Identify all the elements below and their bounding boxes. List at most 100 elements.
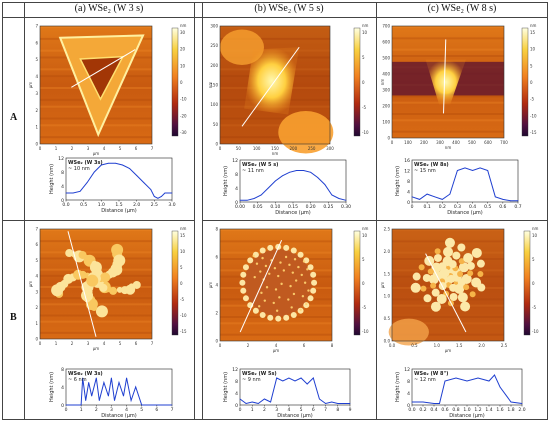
color-scale-unit: nm: [362, 226, 369, 231]
image-x-tick: 0: [39, 341, 42, 346]
profile-point: [499, 386, 501, 388]
profile-point: [455, 377, 457, 379]
profile-point: [103, 382, 105, 383]
profile-thickness-label: ~ 11 nm: [242, 168, 264, 174]
profile-y-tick: 4: [235, 186, 238, 192]
column-title-b: (b) WSe₂ (W 5 s): [254, 3, 324, 14]
profile-point: [85, 400, 87, 401]
image-x-tick: 150: [271, 146, 279, 151]
profile-y-label: Height (nm): [49, 164, 55, 194]
panel-b-A: 0 0 50 50 100 100 150 150 200 200 250 250 300 300 nm nm…: [204, 20, 374, 218]
profile-x-tick: 4: [287, 407, 290, 413]
color-scale-unit: nm: [530, 23, 537, 28]
image-x-tick: 200: [290, 146, 298, 151]
image-x-tick: 6: [303, 343, 306, 348]
image-y-tick: 0.5: [384, 316, 391, 321]
profile-x-tick: 3.0: [168, 202, 175, 208]
profile-point: [245, 403, 247, 404]
color-scale-tick: -10: [362, 329, 369, 334]
profile-x-tick: 0.0: [62, 202, 69, 208]
profile-point: [73, 404, 74, 406]
profile-x-tick: 0: [411, 204, 414, 210]
profile-point: [65, 192, 67, 194]
profile-point: [267, 187, 269, 189]
image-y-tick: 1.5: [384, 271, 391, 276]
profile-point: [123, 395, 124, 397]
color-scale-bar: [353, 230, 361, 336]
profile-point: [411, 401, 413, 403]
profile-x-tick: 4: [125, 407, 128, 413]
image-x-tick: 300: [436, 140, 444, 145]
color-scale-unit: nm: [532, 226, 539, 231]
profile-x-tick: 0.5: [484, 204, 491, 210]
profile-point: [93, 171, 95, 173]
image-y-tick: 4: [35, 274, 38, 279]
profile-y-tick: 12: [58, 156, 64, 162]
color-scale-unit: nm: [362, 23, 369, 28]
profile-point: [411, 196, 413, 198]
color-scale-tick: 5: [362, 257, 365, 262]
color-scale-tick: 5: [362, 55, 365, 60]
profile-point: [312, 377, 314, 379]
color-scale-tick: -10: [180, 313, 187, 318]
profile-point: [282, 175, 283, 177]
panel-c-B: 0.0 0.0 0.5 0.5 1.0 1.0 1.5 1.5 2.0 2.0 2.5 2.5 µm µm…: [378, 223, 546, 419]
afm-image: [391, 25, 505, 139]
profile-thickness-label: ~ 10 nm: [68, 166, 90, 172]
image-axis-unit: µm: [445, 348, 452, 353]
profile-point: [343, 403, 345, 404]
profile-point: [303, 170, 304, 171]
profile-point: [157, 197, 159, 199]
panel-figure: 0.00.00.50.51.01.01.51.52.02.02.52.5µmµm…: [380, 226, 539, 419]
profile-point: [100, 164, 102, 166]
profile-x-tick: 0.25: [323, 204, 333, 210]
profile-sample-label: WSe₂ (W 5s): [242, 371, 277, 377]
afm-image: [388, 228, 505, 346]
color-scale-tick: -15: [180, 329, 187, 334]
profile-x-tick: 1: [80, 407, 83, 413]
profile-point: [257, 403, 259, 404]
image-y-tick: 150: [210, 83, 218, 88]
profile-point: [150, 189, 152, 190]
profile-y-label: Height (nm): [223, 372, 229, 402]
image-y-tick: 3: [35, 289, 38, 294]
profile-point: [479, 167, 481, 169]
figure-frame: [2, 2, 548, 420]
divider-col-ab: [194, 2, 195, 420]
profile-point: [517, 200, 519, 202]
profile-x-tick: 8: [336, 407, 339, 413]
profile-series-line: [66, 377, 172, 406]
image-x-tick: 50: [236, 146, 242, 151]
image-y-tick: 100: [210, 102, 218, 107]
profile-line: [443, 39, 447, 114]
color-scale-tick: 15: [530, 30, 536, 35]
profile-point: [122, 164, 123, 166]
flower-flake: [244, 249, 312, 317]
profile-y-label: Height (nm): [49, 372, 55, 402]
profile-point: [477, 377, 479, 379]
profile-point: [126, 377, 127, 379]
profile-point: [325, 403, 326, 404]
profile-x-tick: 0.6: [499, 204, 506, 210]
profile-point: [88, 382, 90, 383]
profile-x-tick: 1.5: [115, 202, 122, 208]
panel-figure: 005050100100150150200200250250300300nmnm…: [208, 23, 369, 216]
profile-y-tick: 8: [407, 379, 410, 385]
profile-point: [294, 380, 296, 382]
panel-c-A: 0 0 100 100 200 200 300 300 400 400 500 500 600 600 70…: [378, 20, 546, 218]
profile-x-tick: 0.15: [288, 204, 298, 210]
profile-y-tick: 12: [232, 158, 238, 164]
profile-y-tick: 12: [232, 367, 238, 373]
image-y-tick: 200: [210, 63, 218, 68]
profile-y-label: Height (nm): [223, 166, 229, 196]
image-y-tick: 300: [382, 88, 390, 93]
image-x-tick: 0: [391, 140, 394, 145]
profile-x-tick: 0.30: [341, 204, 351, 210]
divider-rows: [2, 220, 194, 221]
image-y-tick: 5: [35, 258, 38, 263]
profile-point: [82, 377, 84, 379]
profile-point: [338, 198, 340, 199]
divider-col-bc: [202, 2, 203, 420]
profile-line: [239, 239, 283, 333]
profile-x-label: Distance (µm): [101, 208, 136, 214]
